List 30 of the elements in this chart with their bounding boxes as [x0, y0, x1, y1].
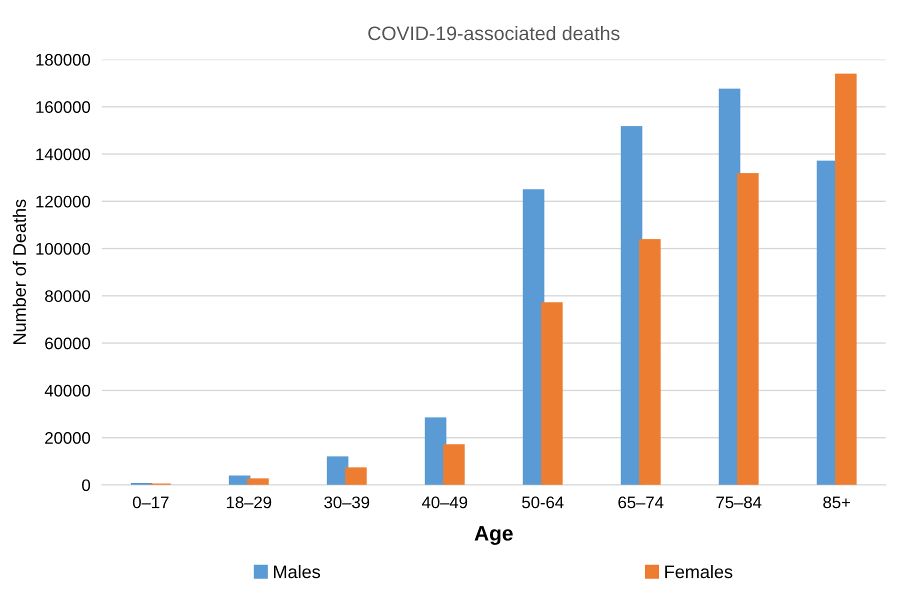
bar: [737, 173, 759, 485]
y-tick-label: 20000: [45, 432, 90, 444]
y-tick-label: 80000: [45, 290, 90, 302]
bar: [443, 444, 465, 485]
bar: [639, 239, 661, 485]
legend-label: Males: [274, 564, 320, 578]
y-tick-label: 120000: [36, 196, 90, 208]
y-tick-label: 100000: [36, 242, 90, 255]
y-tick-label: 60000: [45, 338, 90, 350]
x-tick-label: 75–84: [716, 496, 762, 508]
y-axis-title: Number of Deaths: [12, 200, 26, 344]
bar: [541, 302, 563, 485]
x-tick-label: 65–74: [618, 496, 664, 508]
x-axis-title: Age: [474, 526, 513, 545]
x-tick-label: 40–49: [422, 496, 468, 508]
y-tick-label: 40000: [44, 384, 90, 397]
y-tick-label: 140000: [36, 148, 90, 160]
x-tick-label: 50-64: [522, 496, 564, 508]
y-tick-label: 160000: [36, 101, 90, 113]
bar: [247, 478, 269, 485]
x-tick-label: 85+: [823, 496, 850, 508]
y-tick-label: 0: [82, 479, 90, 492]
x-tick-label: 18–29: [226, 496, 272, 508]
y-tick-label: 180000: [36, 54, 90, 66]
bar: [345, 467, 367, 485]
bar: [835, 74, 857, 485]
x-tick-label: 30–39: [324, 496, 370, 508]
chart-title: COVID-19-associated deaths: [368, 26, 620, 40]
x-tick-label: 0–17: [132, 496, 169, 508]
legend-label: Females: [665, 564, 732, 578]
